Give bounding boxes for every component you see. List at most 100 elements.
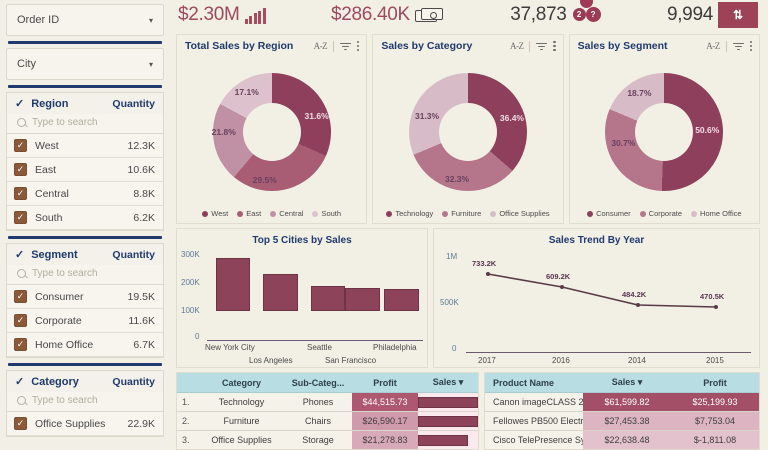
search-icon <box>17 396 26 405</box>
row-index: 3. <box>177 430 199 449</box>
filter-icon[interactable] <box>340 42 352 51</box>
table-row[interactable]: 3. Office Supplies Storage $21,278.83 <box>177 430 478 449</box>
list-item[interactable]: ✓ West 12.3K <box>7 134 163 158</box>
legend-item[interactable]: Office Supplies <box>490 209 550 218</box>
filter-value-header: Quantity <box>112 376 155 388</box>
filter-search-segment[interactable]: Type to search <box>7 265 163 285</box>
row-index: 1. <box>177 392 199 412</box>
list-item[interactable]: ✓ Central 8.8K <box>7 182 163 206</box>
more-options-icon[interactable] <box>357 41 360 51</box>
sort-az-icon[interactable]: A-Z <box>313 41 328 51</box>
col-header-profit[interactable]: Profit <box>352 373 418 393</box>
bar-seattle[interactable] <box>310 286 346 311</box>
slice-label-consumer: 50.6% <box>695 124 720 135</box>
check-icon[interactable]: ✓ <box>15 97 25 110</box>
col-header-product-name[interactable]: Product Name <box>485 373 583 393</box>
dropdown-order-id[interactable]: Order ID ▾ <box>6 4 164 36</box>
table-product-sales: Product Name Sales ▾ Profit Canon imageC… <box>484 372 760 450</box>
legend-item[interactable]: West <box>202 209 228 218</box>
y-tick-0: 0 <box>452 344 457 353</box>
donut-chart-row: Total Sales by Region A-Z 31.6% 29.5% 21… <box>172 34 764 224</box>
cell-category: Technology <box>199 392 284 412</box>
filter-icon[interactable] <box>536 42 548 51</box>
filter-search-category[interactable]: Type to search <box>7 392 163 412</box>
bar-san-francisco[interactable] <box>345 288 380 311</box>
option-value: 6.2K <box>133 211 155 224</box>
row-index: 2. <box>177 411 199 431</box>
filter-icon[interactable] <box>732 42 744 51</box>
data-point-2015[interactable] <box>714 305 718 309</box>
list-item[interactable]: ✓ South 6.2K <box>7 206 163 230</box>
checkbox-icon[interactable]: ✓ <box>14 314 27 327</box>
legend-item[interactable]: Furniture <box>442 209 481 218</box>
col-header-index[interactable] <box>177 373 199 393</box>
bar-chart-growth-icon <box>244 7 266 24</box>
checkbox-icon[interactable]: ✓ <box>14 139 27 152</box>
col-header-profit[interactable]: Profit <box>671 373 759 393</box>
legend-swatch <box>587 210 594 217</box>
y-tick-500k: 500K <box>440 298 459 307</box>
legend-item[interactable]: Technology <box>386 209 433 218</box>
chevron-down-icon[interactable]: ▾ <box>148 59 153 69</box>
filter-search-region[interactable]: Type to search <box>7 114 163 134</box>
kpi-value: 37,873 <box>510 4 567 25</box>
sort-az-icon[interactable]: A-Z <box>706 41 720 51</box>
chevron-down-icon[interactable]: ▾ <box>148 15 153 25</box>
bar-new-york-city[interactable] <box>215 258 251 311</box>
x-label-2015: 2015 <box>706 356 724 365</box>
list-item[interactable]: ✓ Corporate 11.6K <box>7 309 163 333</box>
col-header-subcategory[interactable]: Sub-Categ... <box>284 373 352 393</box>
col-header-sales[interactable]: Sales ▾ <box>418 373 478 393</box>
filter-header-segment[interactable]: ✓ Segment Quantity <box>7 244 163 265</box>
legend-label: Home Office <box>700 209 742 218</box>
table-row[interactable]: Fellowes PB500 Electric Punch... $27,453… <box>485 411 759 431</box>
col-header-category[interactable]: Category <box>199 373 284 393</box>
legend-item[interactable]: East <box>237 209 261 218</box>
table-row[interactable]: Canon imageCLASS 2200 Adv... $61,599.82 … <box>485 392 759 412</box>
more-options-icon[interactable] <box>553 41 556 51</box>
divider-rule <box>8 236 162 239</box>
data-point-2016[interactable] <box>560 285 564 289</box>
legend-item[interactable]: Corporate <box>639 209 682 218</box>
checkbox-icon[interactable]: ✓ <box>14 187 27 200</box>
filter-header-region[interactable]: ✓ Region Quantity <box>7 93 163 114</box>
filter-header-category[interactable]: ✓ Category Quantity <box>7 371 163 392</box>
donut-ring[interactable]: 31.6% 29.5% 21.8% 17.1% <box>212 72 331 191</box>
legend-item[interactable]: Central <box>270 209 303 218</box>
kpi-value: $2.30M <box>178 4 240 25</box>
dropdown-label: City <box>17 58 36 70</box>
legend-swatch <box>691 210 698 217</box>
list-item[interactable]: ✓ Office Supplies 22.9K <box>7 412 163 436</box>
legend-item[interactable]: South <box>312 209 341 218</box>
list-item[interactable]: ✓ Home Office 6.7K <box>7 333 163 357</box>
donut-ring[interactable]: 36.4% 32.3% 31.3% <box>408 72 527 191</box>
bar-los-angeles[interactable] <box>263 274 298 311</box>
col-header-sales[interactable]: Sales ▾ <box>583 373 671 393</box>
bar-philadelphia[interactable] <box>384 288 419 311</box>
more-options-icon[interactable] <box>749 41 752 51</box>
check-icon[interactable]: ✓ <box>15 375 25 388</box>
dropdown-label: Order ID <box>17 14 60 26</box>
cell-profit: $26,590.17 <box>352 411 418 431</box>
data-point-2017[interactable] <box>486 272 490 276</box>
dropdown-city[interactable]: City ▾ <box>6 48 164 80</box>
list-item[interactable]: ✓ East 10.6K <box>7 158 163 182</box>
checkbox-icon[interactable]: ✓ <box>14 163 27 176</box>
checkbox-icon[interactable]: ✓ <box>14 417 27 430</box>
data-table-left: Category Sub-Categ... Profit Sales ▾ 1. … <box>177 373 478 449</box>
table-row[interactable]: Cisco TelePresence System EX... $22,638.… <box>485 430 759 449</box>
sort-az-icon[interactable]: A-Z <box>509 41 524 51</box>
table-row[interactable]: 2. Furniture Chairs $26,590.17 <box>177 411 478 431</box>
legend-item[interactable]: Consumer <box>587 209 631 218</box>
cell-sales-bar <box>418 411 478 431</box>
data-point-2014[interactable] <box>636 303 640 307</box>
donut-ring[interactable]: 50.6% 30.7% 18.7% <box>605 72 724 191</box>
checkbox-icon[interactable]: ✓ <box>14 338 27 351</box>
panel-title: Total Sales by Region <box>185 40 294 52</box>
checkbox-icon[interactable]: ✓ <box>14 290 27 303</box>
legend-item[interactable]: Home Office <box>691 209 742 218</box>
table-row[interactable]: 1. Technology Phones $44,515.73 <box>177 392 478 412</box>
checkbox-icon[interactable]: ✓ <box>14 211 27 224</box>
check-icon[interactable]: ✓ <box>15 248 25 261</box>
list-item[interactable]: ✓ Consumer 19.5K <box>7 285 163 309</box>
